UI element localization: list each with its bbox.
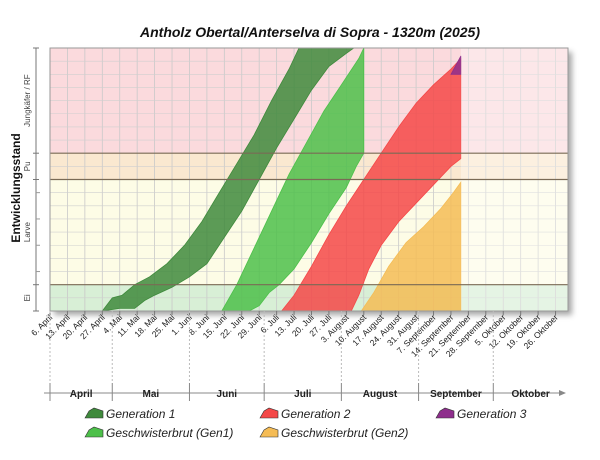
month-label: September bbox=[430, 389, 482, 400]
legend-swatch-icon bbox=[84, 407, 104, 419]
y-axis: Ei Larve Pu Jungkäfer / RF bbox=[23, 47, 40, 312]
month-label: Juni bbox=[217, 389, 238, 400]
series-area-5 bbox=[450, 55, 462, 75]
series-area-4 bbox=[360, 180, 462, 311]
chart-title: Antholz Obertal/Anterselva di Sopra - 13… bbox=[139, 24, 480, 40]
legend-swatch-icon bbox=[259, 407, 279, 419]
series-area-3 bbox=[281, 57, 462, 311]
stage-label-ei: Ei bbox=[23, 294, 32, 301]
month-label: April bbox=[70, 389, 93, 400]
plot-border bbox=[49, 47, 569, 312]
legend-swatch-icon bbox=[259, 426, 279, 438]
stage-label-kaefer: Jungkäfer / RF bbox=[23, 74, 32, 127]
month-label: Oktober bbox=[511, 389, 549, 400]
month-axis: April Mai Juni Juli August September Oktober bbox=[44, 311, 566, 401]
month-axis-arrow-icon bbox=[559, 390, 566, 396]
legend-label: Generation 3 bbox=[457, 407, 527, 421]
legend-swatch-icon bbox=[84, 426, 104, 438]
legend-label: Generation 2 bbox=[281, 407, 351, 421]
month-label: Juli bbox=[294, 389, 311, 400]
legend-swatch-icon bbox=[435, 407, 455, 419]
legend-label: Geschwisterbrut (Gen2) bbox=[281, 426, 408, 440]
month-label: August bbox=[363, 389, 398, 400]
stage-label-larve: Larve bbox=[23, 222, 32, 243]
y-axis-label: Entwicklungsstand bbox=[9, 133, 23, 242]
stage-lines bbox=[49, 47, 569, 312]
stage-label-puppe: Pu bbox=[23, 161, 32, 171]
legend-label: Generation 1 bbox=[106, 407, 175, 421]
legend: Generation 1 Generation 2 Generation 3 Gesc… bbox=[84, 407, 527, 440]
month-label: Mai bbox=[143, 389, 160, 400]
legend-label: Geschwisterbrut (Gen1) bbox=[106, 426, 233, 440]
